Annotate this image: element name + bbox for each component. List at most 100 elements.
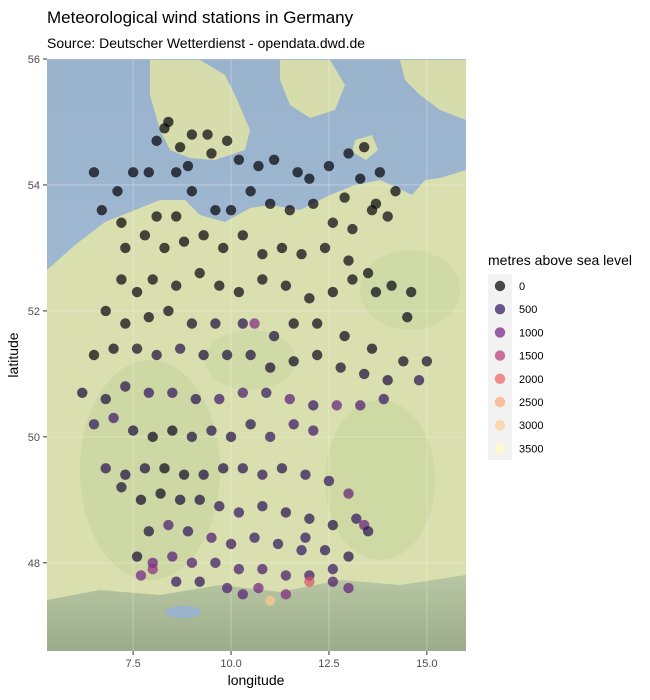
x-tick-label: 15.0 [416, 658, 437, 670]
station-point [143, 312, 155, 323]
station-point [276, 242, 288, 254]
station-point [292, 167, 303, 178]
station-point [194, 494, 205, 506]
station-point [198, 230, 209, 241]
station-point [268, 330, 280, 342]
station-point [127, 425, 139, 436]
station-point [327, 576, 339, 587]
station-point [343, 255, 354, 266]
station-point [77, 387, 88, 398]
station-point [100, 305, 111, 317]
station-point [88, 419, 100, 430]
station-point [304, 576, 315, 587]
x-tick-label: 10.0 [220, 658, 241, 670]
station-point [323, 160, 335, 172]
legend-label: 3500 [519, 443, 543, 455]
y-tick-label: 56 [28, 54, 40, 66]
station-point [182, 526, 194, 537]
station-point [366, 204, 378, 216]
legend-swatch [494, 373, 506, 384]
station-point [308, 400, 319, 411]
station-point [296, 249, 307, 260]
station-point [210, 557, 221, 569]
station-point [327, 286, 339, 298]
station-point [233, 154, 245, 165]
station-point [108, 343, 119, 354]
station-point [296, 545, 307, 556]
station-point [347, 223, 358, 235]
station-point [151, 135, 162, 147]
legend-swatch [494, 443, 506, 454]
station-point [366, 343, 378, 354]
station-point [237, 387, 248, 398]
station-point [237, 463, 248, 474]
x-tick-label: 12.5 [318, 658, 339, 670]
station-point [131, 286, 143, 298]
station-point [214, 500, 225, 512]
station-point [190, 393, 202, 405]
station-point [88, 167, 100, 178]
station-point [327, 563, 339, 575]
station-point [343, 488, 354, 499]
legend-swatch [494, 396, 506, 408]
station-point [319, 242, 331, 254]
station-point [225, 204, 237, 216]
station-point [268, 154, 280, 165]
station-point [304, 293, 315, 304]
station-point [343, 551, 354, 562]
station-point [233, 286, 245, 298]
station-point [112, 186, 123, 197]
station-point [159, 242, 170, 254]
station-point [143, 526, 155, 537]
station-point [358, 368, 370, 380]
station-point [233, 507, 245, 518]
station-point [339, 330, 350, 342]
station-point [159, 463, 170, 474]
station-point [135, 570, 147, 581]
legend-title: metres above sea level [488, 252, 632, 268]
station-point [335, 362, 346, 373]
station-point [265, 198, 276, 210]
station-point [280, 570, 292, 581]
map-zealand [280, 60, 345, 118]
y-tick-label: 50 [28, 432, 40, 444]
station-point [167, 425, 178, 436]
legend-label: 3000 [519, 420, 543, 432]
station-point [233, 563, 245, 575]
chart-title: Meteorological wind stations in Germany [47, 8, 354, 27]
station-point [116, 482, 127, 493]
station-point [288, 356, 299, 367]
legend-label: 500 [519, 304, 537, 316]
station-point [343, 148, 354, 159]
station-point [308, 198, 319, 210]
station-point [131, 551, 143, 562]
station-point [182, 160, 194, 172]
station-point [355, 173, 366, 184]
station-point [405, 286, 417, 298]
station-point [198, 469, 209, 480]
map-lake [165, 606, 201, 618]
station-point [178, 469, 190, 480]
legend-label: 1500 [519, 351, 543, 363]
station-point [237, 318, 248, 329]
legend-swatch [494, 280, 506, 292]
station-point [225, 431, 237, 443]
station-point [186, 129, 198, 140]
station-point [276, 463, 288, 474]
station-point [300, 469, 311, 480]
station-point [358, 141, 370, 153]
station-point [186, 318, 198, 329]
station-point [167, 551, 178, 562]
station-point [280, 507, 292, 518]
station-point [257, 500, 268, 512]
station-point [370, 286, 382, 298]
station-point [174, 343, 186, 354]
station-point [120, 318, 131, 329]
station-point [308, 425, 319, 436]
chart-subtitle: Source: Deutscher Wetterdienst - opendat… [47, 35, 366, 51]
station-point [319, 545, 331, 556]
station-point [171, 280, 182, 291]
y-axis-title: latitude [5, 332, 21, 377]
station-point [88, 349, 100, 361]
map-alps [47, 575, 466, 651]
